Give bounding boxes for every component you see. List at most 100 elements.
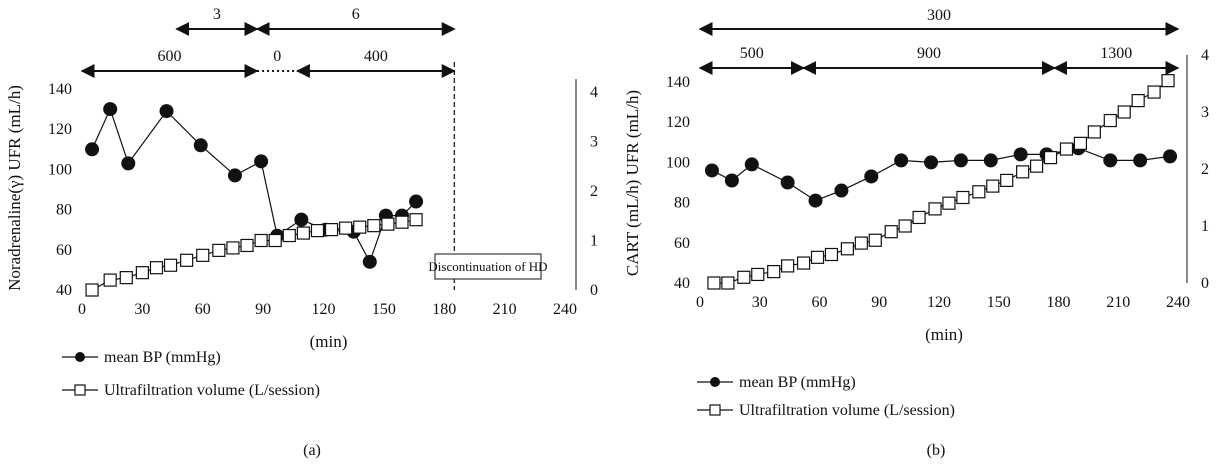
x-tick-label: 240 [1166, 294, 1190, 311]
bp-point [864, 169, 879, 184]
uf-point [1161, 74, 1175, 88]
x-tick-label: 90 [871, 294, 887, 311]
legend-label: mean BP (mmHg) [739, 374, 856, 391]
ufr-segment-label: 1300 [1100, 45, 1132, 62]
ufr-segment-label: 900 [917, 45, 941, 62]
y-tick-label: 140 [48, 81, 72, 98]
uf-point [180, 253, 194, 267]
bp-point [894, 153, 909, 168]
bp-point [121, 156, 136, 171]
x-tick-label: 210 [493, 301, 517, 318]
uf-point [1117, 105, 1131, 119]
x-tick-label: 150 [372, 301, 396, 318]
y-tick-label: 60 [56, 242, 72, 259]
y-tick-label: 120 [666, 114, 690, 131]
uf-point [854, 236, 868, 250]
uf-point [707, 276, 721, 290]
legend-label: Ultrafiltration volume (L/session) [739, 402, 955, 419]
ufr-segment-label: 600 [158, 48, 182, 65]
uf-point [409, 213, 423, 227]
ufr-segment-label: 400 [364, 48, 388, 65]
y-tick-label: 120 [48, 121, 72, 138]
bp-point [85, 142, 100, 157]
y2-tick-label: 1 [1201, 218, 1209, 235]
uf-point [840, 242, 854, 256]
uf-point [1131, 93, 1145, 108]
uf-point [737, 270, 751, 284]
bp-point [193, 138, 208, 153]
x-tick-label: 180 [432, 301, 456, 318]
uf-point [296, 226, 310, 240]
legend-label: mean BP (mmHg) [104, 349, 221, 366]
uf-point [381, 217, 395, 231]
bp-point [294, 212, 309, 227]
x-tick-label: 0 [78, 301, 86, 318]
uf-point [1147, 85, 1161, 99]
uf-point [163, 258, 178, 272]
uf-point [103, 273, 117, 287]
uf-point [196, 248, 210, 262]
y2-tick-label: 4 [590, 84, 598, 101]
uf-point [339, 221, 353, 235]
bp-point [983, 153, 998, 168]
noradrenaline-segment-label: 6 [352, 6, 360, 23]
bp-point [362, 254, 377, 269]
bp-point [1103, 153, 1118, 168]
uf-point [986, 179, 1000, 193]
uf-point [824, 247, 839, 262]
bp-point [227, 168, 242, 183]
y2-tick-label: 2 [1201, 161, 1209, 178]
y2-tick-label: 0 [590, 282, 598, 299]
bp-point [808, 193, 823, 208]
y-tick-label: 100 [48, 161, 72, 178]
x-tick-label: 240 [553, 301, 577, 318]
uf-point [367, 219, 381, 233]
bp-point [103, 102, 118, 117]
legend-label: Ultrafiltration volume (L/session) [104, 382, 320, 399]
bp-point [1133, 153, 1148, 168]
uf-point [149, 261, 164, 275]
y2-tick-label: 3 [590, 134, 598, 151]
uf-point [1016, 165, 1030, 179]
uf-point [85, 283, 99, 297]
uf-point [928, 202, 942, 216]
uf-point [353, 220, 367, 234]
y-axis-label: Noradrenaline(γ) UFR (mL/h) [5, 85, 24, 291]
uf-point [1059, 142, 1074, 156]
uf-point [1073, 136, 1088, 150]
bp-series-line [711, 147, 1171, 202]
x-tick-label: 120 [312, 301, 336, 318]
uf-point [240, 238, 254, 253]
bp-point [254, 154, 269, 169]
uf-point [884, 225, 898, 239]
y-tick-label: 100 [666, 154, 690, 171]
x-tick-label: 30 [134, 301, 150, 318]
y2-tick-label: 3 [1201, 104, 1209, 121]
uf-point [254, 233, 268, 248]
y-axis-label: CART (mL/h) UFR (mL/h) [623, 90, 642, 276]
y-tick-label: 40 [674, 275, 690, 292]
y2-tick-label: 2 [590, 183, 598, 200]
uf-point [898, 219, 912, 233]
uf-point [268, 233, 282, 248]
x-tick-label: 120 [927, 294, 951, 311]
uf-point [324, 223, 339, 237]
uf-point [972, 185, 986, 199]
bp-point [409, 194, 424, 209]
y2-tick-label: 0 [1201, 275, 1209, 292]
x-axis-label: (min) [925, 325, 963, 344]
uf-point [912, 210, 926, 225]
bp-point [780, 175, 795, 190]
legend-marker-square [709, 404, 721, 416]
bp-point [834, 183, 849, 198]
bp-point [704, 163, 719, 178]
uf-point [1103, 113, 1117, 128]
x-tick-label: 210 [1106, 294, 1130, 311]
y-tick-label: 140 [666, 74, 690, 91]
bp-point [744, 157, 759, 172]
uf-point [1029, 159, 1044, 173]
uf-point [119, 271, 133, 285]
uf-point [810, 250, 825, 264]
bp-point [953, 153, 968, 168]
